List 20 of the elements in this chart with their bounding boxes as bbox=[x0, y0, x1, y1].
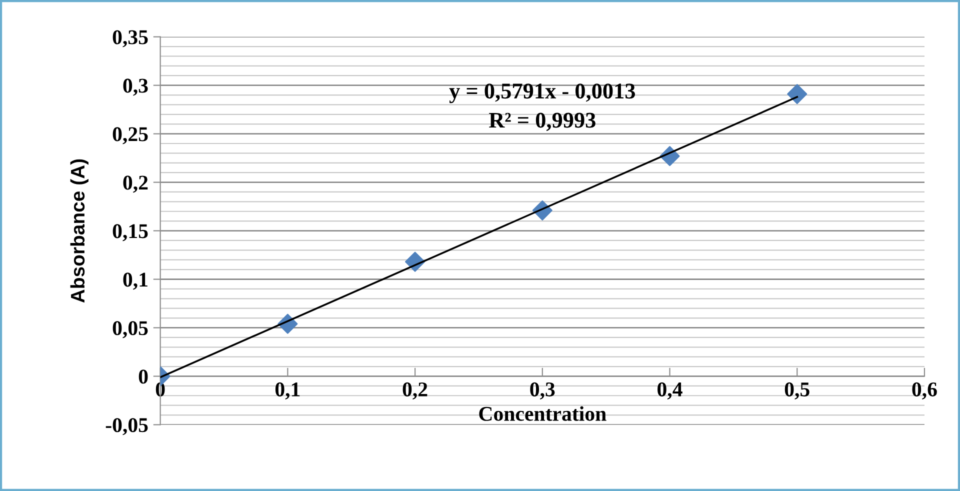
x-axis-title: Concentration bbox=[479, 406, 606, 421]
point bbox=[787, 84, 808, 104]
annotation: y = 0,5791x - 0,0013 bbox=[449, 84, 636, 104]
x-tick-label: 0,5 bbox=[784, 382, 810, 400]
x-tick-label: 0,3 bbox=[530, 382, 555, 400]
y-tick-label: -0,05 bbox=[106, 418, 148, 436]
x-tick-label: 0,4 bbox=[658, 382, 682, 400]
y-tick-label: 0,2 bbox=[123, 176, 148, 193]
y-tick-label: 0,1 bbox=[123, 272, 148, 290]
y-tick-label: 0,15 bbox=[112, 224, 148, 242]
annotation: R² = 0,9993 bbox=[488, 112, 596, 131]
x-tick-label: 0,2 bbox=[402, 382, 428, 400]
y-tick-label: 0,25 bbox=[112, 127, 148, 144]
y-tick-label: 0,3 bbox=[123, 78, 148, 96]
y-tick-label: 0,35 bbox=[112, 30, 148, 48]
x-tick-label: 0,6 bbox=[912, 382, 937, 400]
y-tick-label: 0,05 bbox=[112, 321, 148, 338]
x-tick-label: 0,1 bbox=[275, 382, 300, 400]
y-axis-title: Absorbance (A) bbox=[70, 159, 88, 303]
y-tick-label: 0 bbox=[138, 370, 148, 384]
